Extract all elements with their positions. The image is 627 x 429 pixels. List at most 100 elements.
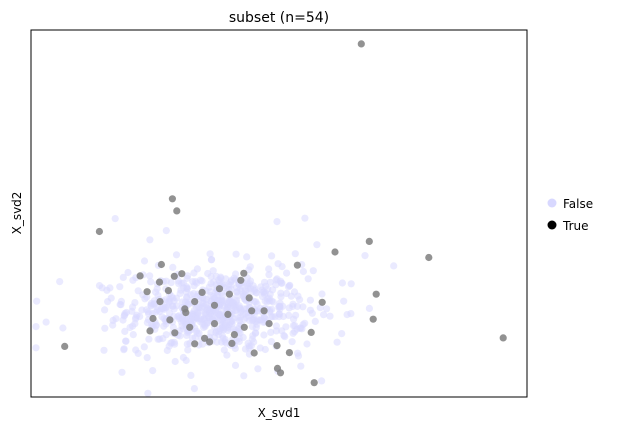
scatter-point-false [390,262,398,270]
scatter-point-false [182,356,190,365]
scatter-point-true [191,298,199,306]
legend-label-true: True [562,219,589,233]
scatter-point-false [107,294,115,302]
scatter-point-false [124,268,132,277]
scatter-point-true [155,278,164,286]
scatter-point-true [198,288,206,296]
scatter-point-false [268,305,276,313]
scatter-point-false [297,362,305,370]
scatter-point-false [318,290,326,298]
scatter-point-false [120,312,128,320]
scatter-point-true [265,320,273,328]
scatter-point-false [144,389,152,397]
scatter-point-false [306,296,314,304]
scatter-point-false [236,313,244,321]
plot-area [32,40,507,397]
scatter-point-false [42,318,50,326]
scatter-point-true [143,288,151,296]
scatter-point-false [207,279,215,288]
scatter-point-false [273,275,281,283]
scatter-point-false [265,271,273,279]
chart-title: subset (n=54) [229,10,329,26]
scatter-point-true [149,314,157,323]
scatter-point-false [287,292,295,300]
scatter-point-false [299,303,307,311]
scatter-point-false [241,288,249,296]
scatter-point-true [210,320,219,328]
scatter-point-false [120,346,128,354]
scatter-point-true [248,307,256,315]
scatter-point-false [109,316,117,324]
scatter-point-false [184,346,192,354]
scatter-point-false [267,338,275,346]
scatter-point-false [303,340,311,348]
scatter-point-false [246,263,254,271]
scatter-point-false [221,335,229,344]
scatter-point-true [136,272,144,280]
scatter-point-false [208,256,216,264]
scatter-point-true [240,323,248,331]
scatter-point-false [101,306,109,314]
scatter-point-false [169,323,177,331]
scatter-point-false [32,344,40,352]
scatter-point-false [169,263,177,271]
scatter-point-false [261,345,269,354]
scatter-point-false [230,274,238,282]
scatter-point-true [245,294,253,302]
scatter-point-false [122,337,130,345]
scatter-point-false [129,331,137,339]
scatter-point-false [309,267,317,275]
scatter-point-false [251,329,259,337]
scatter-point-true [225,290,233,298]
scatter-point-true [186,323,194,331]
scatter-point-false [333,338,341,346]
scatter-point-true [178,270,186,278]
scatter-point-false [267,328,275,336]
scatter-point-false [172,251,181,259]
scatter-point-false [59,324,67,332]
scatter-point-false [203,319,211,327]
scatter-point-true [318,298,326,306]
scatter-point-false [198,340,207,348]
scatter-point-true [215,285,224,293]
scatter-point-false [178,298,186,306]
plot-frame [30,29,528,398]
scatter-point-true [499,334,507,342]
scatter-point-false [308,309,316,317]
scatter-point-false [301,214,309,222]
legend-marker-true [547,220,557,230]
scatter-point-false [284,283,292,291]
scatter-point-false [183,294,191,302]
scatter-point-false [291,328,299,336]
scatter-point-false [101,324,109,332]
scatter-point-false [231,361,240,369]
scatter-point-false [179,315,187,323]
scatter-point-false [154,306,162,314]
scatter-point-false [56,278,64,286]
scatter-point-true [61,342,69,350]
scatter-point-true [191,340,199,348]
scatter-point-true [273,342,281,350]
scatter-point-true [331,248,339,256]
scatter-point-false [338,279,346,287]
scatter-point-true [206,338,214,346]
scatter-point-false [192,278,200,286]
scatter-point-true [369,315,377,323]
scatter-point-false [192,313,200,321]
scatter-point-false [134,349,142,357]
scatter-point-false [283,269,291,277]
scatter-point-false [304,275,312,283]
scatter-point-false [129,303,137,311]
legend-marker-false [547,198,557,208]
scatter-point-true [168,195,176,203]
scatter-point-false [276,303,284,311]
scatter-point-false [184,272,192,280]
scatter-point-false [32,323,40,331]
scatter-point-false [272,327,280,335]
scatter-point-false [278,263,286,271]
scatter-point-false [277,289,285,297]
scatter-point-false [347,280,355,288]
scatter-point-false [232,250,240,258]
scatter-point-false [159,303,168,311]
scatter-point-false [365,304,373,312]
